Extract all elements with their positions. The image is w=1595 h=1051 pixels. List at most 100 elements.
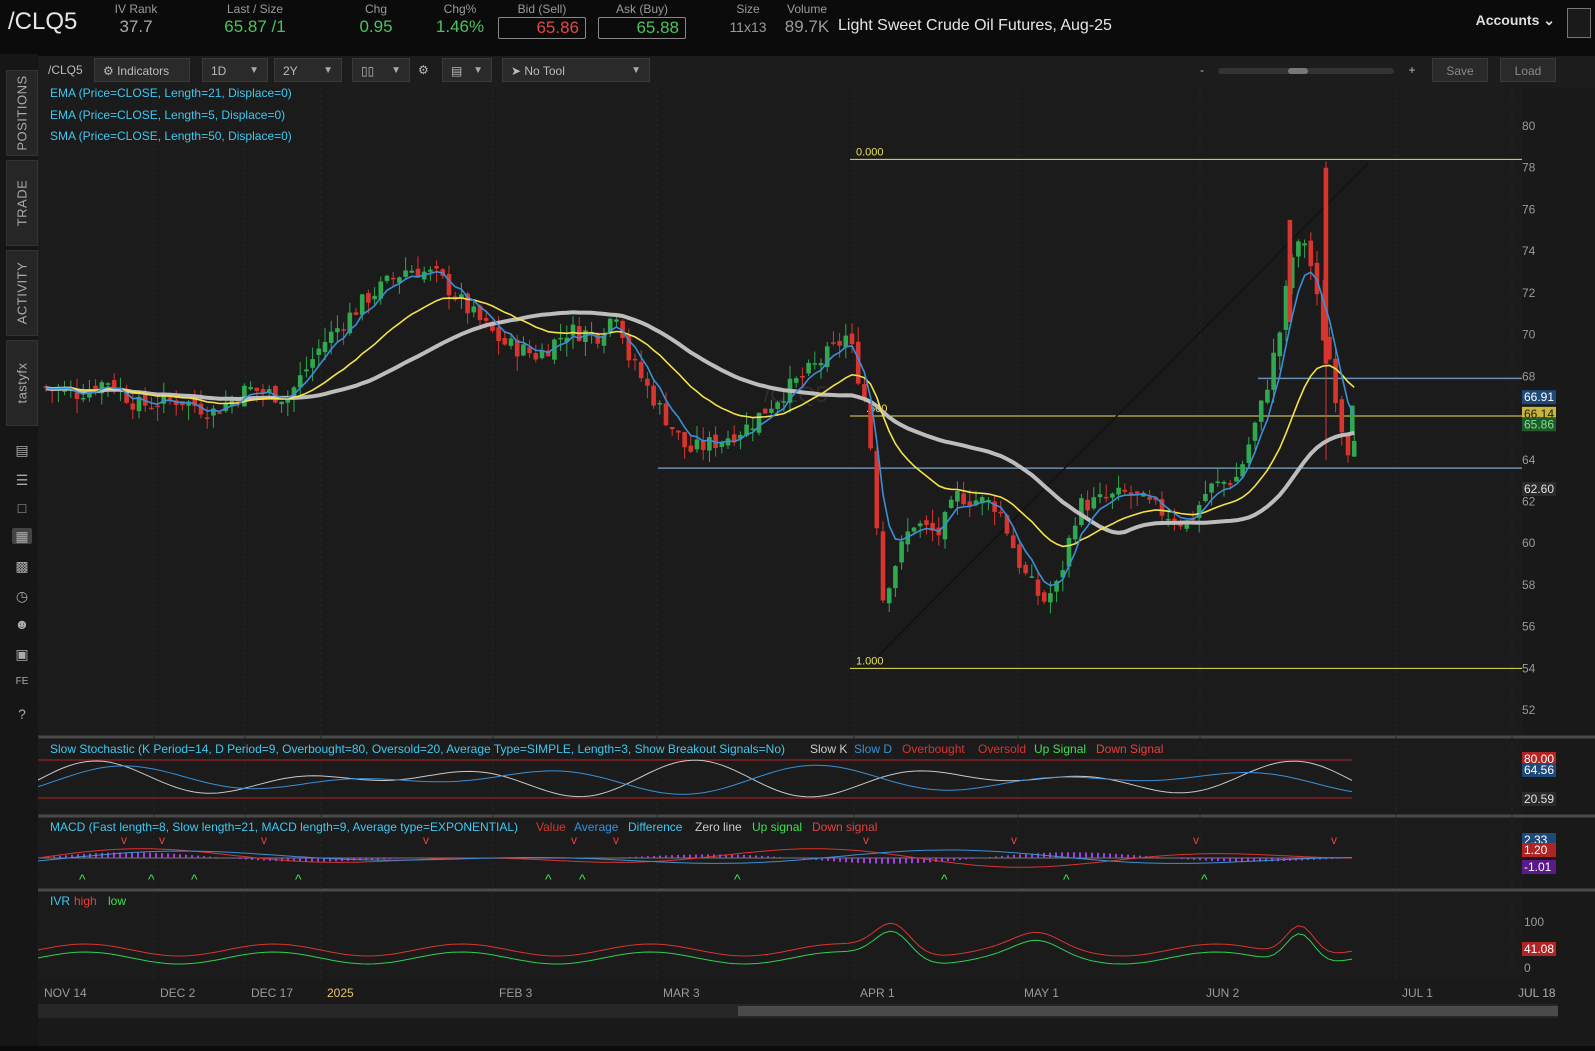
caret-down-icon: ▼ bbox=[631, 65, 641, 76]
drawing-style-select[interactable]: ▤ ▼ bbox=[442, 58, 492, 82]
x-tick-label: JUN 2 bbox=[1206, 986, 1240, 1000]
range-select[interactable]: 2Y ▼ bbox=[274, 58, 342, 82]
macd-down-signal: v bbox=[613, 833, 619, 847]
macd-up-signal: ^ bbox=[1063, 871, 1070, 887]
fe-icon[interactable]: FE bbox=[15, 676, 29, 687]
candle-body bbox=[893, 566, 898, 589]
candles-icon: ▯▯ bbox=[361, 64, 375, 78]
candle-body bbox=[682, 432, 687, 448]
candle-body bbox=[930, 522, 935, 531]
candle-body bbox=[1178, 524, 1183, 527]
tab-tastyfx[interactable]: tastyfx bbox=[6, 340, 38, 426]
community-icon[interactable]: ☻ bbox=[14, 616, 30, 632]
y-tick-label: 68 bbox=[1522, 369, 1536, 383]
study-label-ema21[interactable]: EMA (Price=CLOSE, Length=21, Displace=0) bbox=[50, 86, 292, 100]
candle-body bbox=[111, 380, 117, 391]
candle-body bbox=[415, 268, 421, 278]
bid-stat[interactable]: Bid (Sell) 65.86 bbox=[496, 2, 588, 39]
zoom-slider[interactable] bbox=[1218, 68, 1394, 74]
candle-body bbox=[1215, 481, 1221, 484]
gauge-icon[interactable]: ◷ bbox=[15, 588, 29, 604]
candle-body bbox=[756, 412, 762, 433]
candle-body bbox=[291, 387, 297, 399]
zoom-in-button[interactable]: + bbox=[1404, 58, 1420, 82]
macd-up-signal: ^ bbox=[148, 871, 155, 887]
candle-body bbox=[192, 398, 198, 407]
candle-body bbox=[1048, 593, 1053, 603]
ivr-high-line bbox=[37, 922, 1353, 957]
zoom-slider-handle[interactable] bbox=[1288, 68, 1308, 74]
tab-positions[interactable]: POSITIONS bbox=[6, 70, 38, 156]
size-label: Size bbox=[736, 2, 760, 16]
chart-type-select[interactable]: ▯▯ ▼ bbox=[352, 58, 410, 82]
y-tick-label: 56 bbox=[1522, 620, 1536, 634]
symbol-title[interactable]: /CLQ5 bbox=[8, 8, 78, 35]
last-size-value: 65.87 /1 bbox=[224, 17, 286, 36]
candle-body bbox=[260, 389, 266, 393]
stoch-legend-oversold: Oversold bbox=[978, 742, 1026, 756]
slowd-line bbox=[37, 764, 1353, 795]
candle-body bbox=[750, 428, 756, 431]
chart-scrollbar-thumb[interactable] bbox=[738, 1006, 1558, 1016]
zoom-out-button[interactable]: - bbox=[1194, 58, 1210, 82]
table-icon[interactable]: □ bbox=[17, 500, 27, 516]
left-sidebar: POSITIONS TRADE ACTIVITY tastyfx ▤ ☰ □ ▦… bbox=[0, 54, 38, 1046]
candle-body bbox=[1085, 499, 1090, 511]
candle-body bbox=[1271, 352, 1276, 390]
candle-body bbox=[917, 523, 923, 527]
load-button[interactable]: Load bbox=[1500, 58, 1556, 82]
study-label-macd[interactable]: MACD (Fast length=8, Slow length=21, MAC… bbox=[50, 820, 518, 834]
list-icon[interactable]: ☰ bbox=[15, 472, 29, 488]
x-tick-label: 2025 bbox=[327, 986, 354, 1000]
save-button[interactable]: Save bbox=[1432, 58, 1488, 82]
candle-body bbox=[235, 400, 241, 404]
x-tick-label: NOV 14 bbox=[44, 986, 87, 1000]
indicators-button[interactable]: ⚙ Indicators bbox=[94, 58, 190, 82]
portfolio-icon[interactable]: ▤ bbox=[15, 442, 29, 458]
macd-down-signal: v bbox=[1011, 833, 1017, 847]
candle-body bbox=[297, 375, 303, 388]
candle-body bbox=[1060, 570, 1066, 578]
candle-body bbox=[545, 350, 551, 357]
ivr-tick-100: 100 bbox=[1524, 915, 1544, 929]
candle-body bbox=[366, 293, 371, 303]
candle-body bbox=[1147, 496, 1152, 500]
y-tick-label: 58 bbox=[1522, 578, 1536, 592]
chg-pct-stat: Chg% 1.46% bbox=[430, 2, 490, 37]
candle-body bbox=[1323, 167, 1329, 364]
caret-down-icon: ▼ bbox=[473, 65, 483, 76]
study-label-stoch[interactable]: Slow Stochastic (K Period=14, D Period=9… bbox=[50, 742, 785, 756]
candle-body bbox=[1196, 505, 1202, 518]
study-label-ivr[interactable]: IVR bbox=[50, 894, 70, 908]
calendar-icon[interactable]: ▣ bbox=[15, 646, 29, 662]
tab-activity-label: ACTIVITY bbox=[14, 261, 30, 325]
candle-body bbox=[1339, 399, 1345, 433]
chg-pct-label: Chg% bbox=[443, 2, 477, 16]
tab-activity[interactable]: ACTIVITY bbox=[6, 250, 38, 336]
candle-body bbox=[279, 401, 284, 405]
last-size-stat: Last / Size 65.87 /1 bbox=[205, 2, 305, 37]
tab-trade[interactable]: TRADE bbox=[6, 160, 38, 246]
accounts-menu[interactable]: Accounts ⌄ bbox=[1476, 12, 1555, 29]
study-label-sma50[interactable]: SMA (Price=CLOSE, Length=50, Displace=0) bbox=[50, 129, 292, 143]
study-label-ema5[interactable]: EMA (Price=CLOSE, Length=5, Displace=0) bbox=[50, 108, 285, 122]
tool-select[interactable]: ➤ No Tool ▼ bbox=[502, 58, 650, 82]
chart-icon[interactable]: ▦ bbox=[12, 528, 32, 544]
settings-icon[interactable]: ⚙ bbox=[414, 58, 438, 82]
ask-button[interactable]: 65.88 bbox=[598, 17, 686, 39]
bid-button[interactable]: 65.86 bbox=[498, 17, 586, 39]
candle-body bbox=[1246, 444, 1252, 463]
help-icon[interactable]: ? bbox=[18, 706, 26, 722]
candle-body bbox=[607, 318, 613, 332]
candle-body bbox=[1110, 493, 1115, 498]
candle-body bbox=[955, 491, 960, 502]
grid-icon[interactable]: ▩ bbox=[15, 558, 29, 574]
ask-stat[interactable]: Ask (Buy) 65.88 bbox=[596, 2, 688, 39]
chart-area[interactable]: 807876747270686664626058565452 NOV 14DEC… bbox=[37, 86, 1595, 1046]
candle-body bbox=[800, 375, 805, 378]
window-control-icon[interactable] bbox=[1567, 8, 1591, 38]
chart-svg[interactable]: 807876747270686664626058565452 NOV 14DEC… bbox=[37, 86, 1595, 1046]
interval-select[interactable]: 1D ▼ bbox=[202, 58, 268, 82]
candle-body bbox=[490, 321, 495, 331]
candlesticks bbox=[43, 161, 1357, 614]
